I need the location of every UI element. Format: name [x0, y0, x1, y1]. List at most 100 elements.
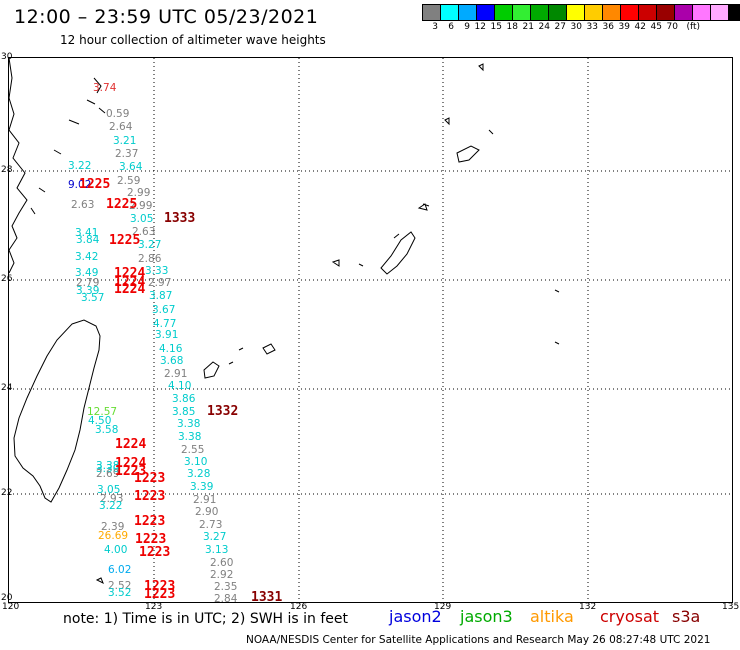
pass-time-label: 1223 [135, 532, 167, 547]
wave-height-label: 3.68 [160, 355, 184, 367]
lat-label: 30 [1, 52, 13, 62]
color-scale-labels: 3 6 9 12 15 18 21 24 27 30 33 36 39 42 45 70 (ft) [422, 22, 700, 32]
wave-height-label: 3.67 [152, 304, 176, 316]
wave-height-label: 3.30 [96, 463, 120, 475]
wave-height-label: 2.60 [210, 557, 234, 569]
wave-height-label: 3.22 [99, 500, 123, 512]
map-panel: 3.74 0.59 2.64 3.21 2.37 3.64 3.22 2.59 9.02 2.99… [8, 57, 733, 603]
wave-height-label: 3.05 [97, 484, 121, 496]
wave-height-label: 4.10 [168, 380, 192, 392]
pass-time-label: 1225 [109, 233, 141, 248]
wave-height-label: 3.86 [172, 393, 196, 405]
wave-height-label: 6.02 [108, 564, 132, 576]
wave-height-label: 3.13 [205, 544, 229, 556]
legend-jason3: jason3 [460, 607, 513, 626]
legend-altika: altika [530, 607, 574, 626]
scale-swatch [494, 4, 513, 21]
scale-swatch [710, 4, 729, 21]
wave-height-label: 3.38 [178, 431, 202, 443]
wave-height-label: 2.55 [181, 444, 205, 456]
wave-height-label: 3.52 [108, 587, 132, 599]
wave-height-label: 2.39 [101, 521, 125, 533]
legend-jason2: jason2 [389, 607, 442, 626]
wave-height-label: 3.41 [75, 227, 99, 239]
scale-label: 12 [474, 22, 486, 32]
wave-height-label: 2.37 [115, 148, 139, 160]
lat-label: 20 [1, 593, 13, 603]
pass-time-label: 1223 [134, 489, 166, 504]
wave-height-label: 2.92 [210, 569, 234, 581]
pass-time-label: 1223 [134, 471, 166, 486]
scale-swatch [656, 4, 675, 21]
wave-height-label: 3.38 [177, 418, 201, 430]
scale-label: (ft) [686, 22, 700, 32]
scale-label: 21 [522, 22, 534, 32]
lon-label: 135 [722, 602, 740, 612]
wave-height-label: 3.05 [130, 213, 154, 225]
small-island [95, 577, 104, 585]
scale-swatch [440, 4, 459, 21]
scale-label: 15 [490, 22, 502, 32]
lon-label: 129 [434, 602, 452, 612]
scale-label: 6 [448, 22, 454, 32]
lat-label: 24 [1, 383, 13, 393]
wave-height-label: 2.63 [71, 199, 95, 211]
wave-height-label: 3.42 [75, 251, 99, 263]
zhoushan-islands [30, 77, 106, 215]
pass-time-label: 1225 [106, 197, 138, 212]
wave-height-label: 2.79 [76, 277, 100, 289]
wave-height-label: 3.38 [96, 460, 120, 472]
wave-height-label: 2.73 [199, 519, 223, 531]
pass-time-label: 1223 [115, 464, 147, 479]
wave-height-label: 3.91 [155, 329, 179, 341]
scale-swatch [566, 4, 585, 21]
wave-height-label: 3.21 [113, 135, 137, 147]
wave-height-label: 2.59 [117, 175, 141, 187]
wave-height-label: 26.69 [98, 530, 129, 542]
scale-label: 42 [634, 22, 646, 32]
wave-height-label: 3.33 [145, 265, 169, 277]
credit-text: NOAA/NESDIS Center for Satellite Applica… [246, 634, 711, 646]
wave-height-label: 2.93 [100, 493, 124, 505]
wave-height-label: 3.49 [75, 267, 99, 279]
pass-time-label: 1223 [134, 514, 166, 529]
pass-time-label: 1224 [114, 266, 146, 281]
scale-swatch [638, 4, 657, 21]
legend-cryosat: cryosat [600, 607, 660, 626]
scale-swatch [602, 4, 621, 21]
wave-height-label: 3.39 [76, 285, 100, 297]
wave-height-label: 4.00 [104, 544, 128, 556]
wave-height-label: 3.84 [76, 234, 100, 246]
pass-time-label: 1333 [164, 211, 196, 226]
wave-height-label: 3.27 [138, 239, 162, 251]
scale-label: 3 [432, 22, 438, 32]
scale-swatch [728, 4, 740, 21]
pass-time-label: 1223 [144, 579, 176, 594]
wave-height-label: 2.63 [132, 226, 156, 238]
pass-time-label: 1224 [115, 456, 147, 471]
wave-height-label: 2.84 [214, 593, 238, 603]
scale-label: 39 [618, 22, 630, 32]
pass-time-label: 1224 [114, 275, 146, 290]
wave-height-label: 3.87 [149, 290, 173, 302]
scale-label: 33 [586, 22, 598, 32]
lon-label: 120 [2, 602, 20, 612]
scale-swatch [584, 4, 603, 21]
pass-time-label: 1223 [139, 545, 171, 560]
china-coast [9, 58, 28, 274]
wave-height-label: 4.16 [159, 343, 183, 355]
scale-swatch [692, 4, 711, 21]
wave-height-label: 3.58 [95, 424, 119, 436]
scale-label: 70 [666, 22, 678, 32]
scale-label: 27 [554, 22, 566, 32]
lat-label: 26 [1, 274, 13, 284]
scale-swatch [548, 4, 567, 21]
wave-height-label: 2.99 [127, 187, 151, 199]
lat-label: 22 [1, 488, 13, 498]
wave-height-label: 3.28 [187, 468, 211, 480]
taiwan-outline [13, 319, 101, 503]
scale-label: 18 [506, 22, 518, 32]
wave-height-label: 3.10 [184, 456, 208, 468]
scale-swatch [422, 4, 441, 21]
map-canvas [9, 58, 732, 602]
